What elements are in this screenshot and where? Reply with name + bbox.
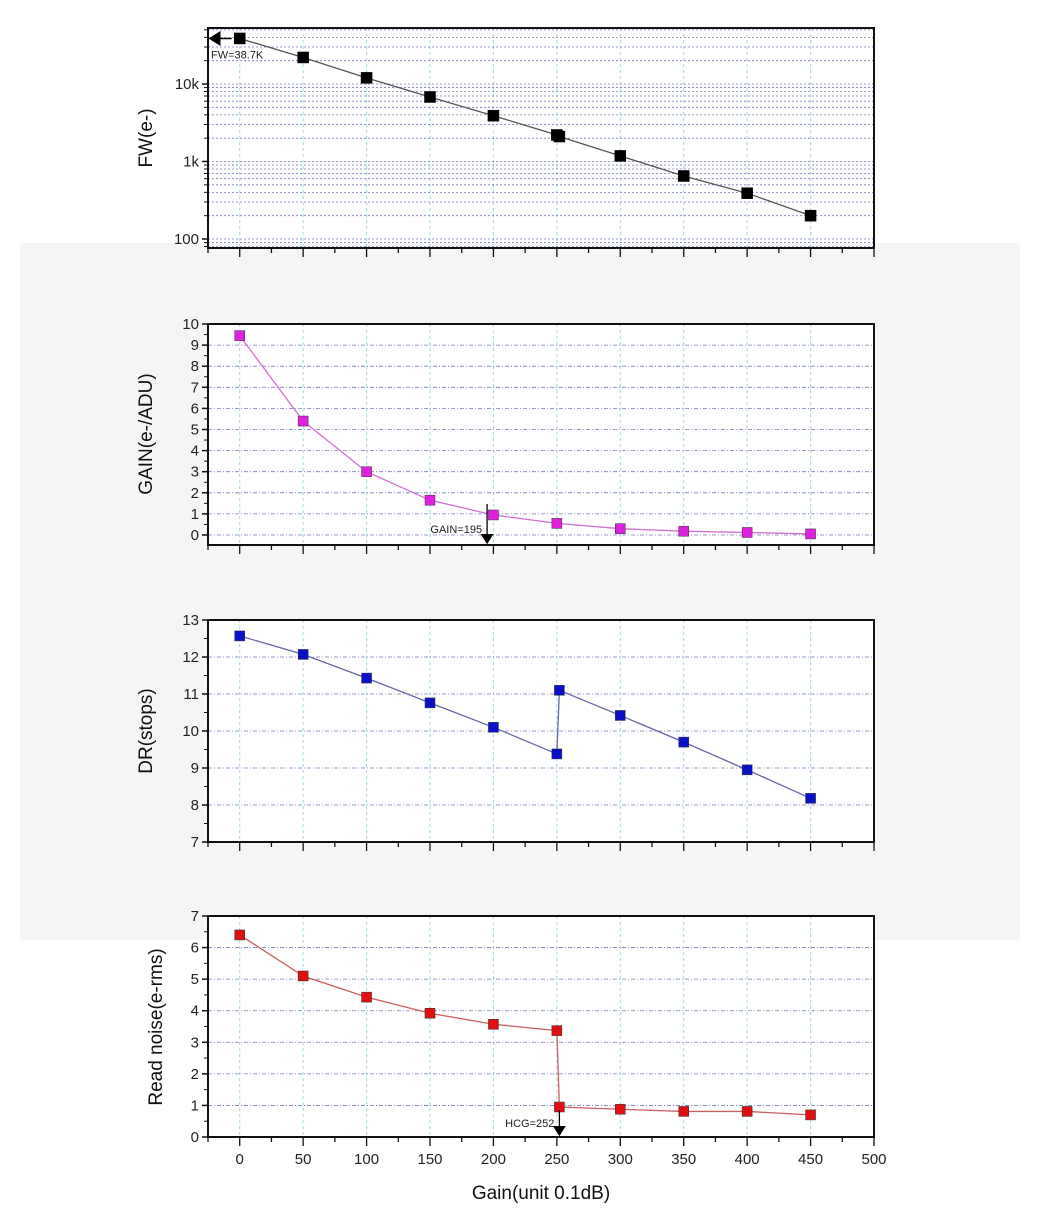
y-tick-label: 5: [191, 422, 199, 439]
x-tick-label: 450: [798, 1151, 823, 1168]
y-tick-label: 9: [191, 760, 199, 777]
data-point: [487, 109, 500, 122]
panel-gain: 0 1 2 3 4 5 6 7 8 9 10 GAIN(e-/ADU) GAIN=195: [136, 316, 875, 554]
y-tick-label: 9: [191, 337, 199, 354]
data-point: [551, 748, 563, 760]
data-point: [488, 509, 499, 521]
x-tick-label: 50: [295, 1151, 312, 1168]
y-tick-label: 1: [191, 1097, 199, 1114]
data-point: [741, 187, 753, 199]
data-point: [551, 1025, 563, 1036]
data-point: [615, 710, 626, 721]
data-point: [741, 527, 753, 538]
data-point: [234, 330, 245, 341]
y-tick-label: 5: [191, 971, 199, 988]
data-point: [234, 929, 245, 941]
y-tick-label: 10k: [175, 76, 200, 93]
x-tick-label: 350: [671, 1151, 696, 1168]
y-tick-label: 12: [182, 649, 199, 666]
data-point: [741, 1106, 753, 1117]
y-tick-label: 11: [183, 686, 199, 703]
x-tick-label: 200: [481, 1151, 506, 1168]
y-axis-title: DR(stops): [136, 688, 157, 774]
plot-area: [208, 324, 874, 545]
data-point: [804, 209, 817, 222]
data-point: [424, 91, 436, 103]
y-tick-label: 4: [191, 1003, 199, 1020]
panel-fw: 100 1k 10k FW(e-) FW=38.7K: [136, 27, 875, 257]
data-point: [678, 736, 689, 748]
annotation-label: HCG=252: [505, 1118, 554, 1130]
y-tick-label: 8: [191, 797, 199, 814]
x-tick-label: 150: [417, 1151, 442, 1168]
y-tick-label: 7: [191, 908, 199, 925]
y-tick-label: 8: [191, 358, 199, 375]
x-axis-title: Gain(unit 0.1dB): [472, 1183, 610, 1204]
plot-area: [208, 916, 874, 1137]
y-tick-label: 6: [191, 940, 199, 957]
data-point: [553, 130, 566, 143]
y-axis-title: Read noise(e-rms): [146, 948, 167, 1105]
x-tick-label: 500: [861, 1151, 886, 1168]
y-tick-label: 2: [191, 1066, 199, 1083]
data-point: [361, 991, 372, 1003]
data-point: [741, 764, 753, 776]
x-tick-label: 0: [236, 1151, 244, 1168]
data-point: [614, 150, 627, 162]
data-point: [554, 685, 565, 696]
series-line-gain: [239, 335, 811, 535]
panel-dr: 7 8 9 10 11 12 13 DR(stops): [136, 612, 875, 851]
data-point: [360, 72, 373, 84]
y-tick-label: 10: [182, 316, 199, 333]
data-point: [551, 518, 563, 529]
y-tick-label: 10: [182, 723, 199, 740]
y-tick-label: 3: [191, 1034, 199, 1051]
data-point: [805, 793, 816, 804]
data-point: [234, 630, 245, 642]
annotation-label: FW=38.7K: [211, 49, 264, 61]
y-tick-label: 4: [191, 443, 199, 460]
data-point: [361, 672, 372, 684]
data-point: [678, 525, 689, 537]
data-point: [297, 970, 309, 982]
y-axis-title: GAIN(e-/ADU): [136, 373, 157, 494]
x-tick-label: 100: [354, 1151, 379, 1168]
y-tick-label: 6: [191, 400, 199, 417]
data-point: [488, 1019, 499, 1030]
y-tick-label: 3: [191, 464, 199, 481]
panel-rn: 0 1 2 3 4 5 6 7 Read noise(e-rms) HCG=252: [146, 908, 875, 1146]
y-tick-label: 13: [182, 612, 199, 629]
data-point: [297, 51, 309, 64]
plot-frame: [207, 323, 875, 546]
y-axis-title: FW(e-): [136, 108, 157, 167]
data-point: [677, 170, 690, 182]
data-point: [488, 722, 499, 733]
y-tick-label: 0: [191, 1129, 199, 1146]
data-point: [615, 1103, 626, 1115]
y-tick-label: 100: [174, 231, 199, 248]
data-point: [361, 466, 372, 477]
y-tick-label: 2: [191, 485, 199, 502]
data-point: [297, 649, 309, 660]
x-tick-label: 400: [735, 1151, 760, 1168]
x-tick-label: 300: [608, 1151, 633, 1168]
data-point: [805, 1109, 816, 1121]
data-point: [297, 415, 309, 427]
data-point: [424, 1007, 436, 1019]
data-point: [805, 528, 816, 540]
y-tick-label: 7: [191, 834, 199, 851]
data-point: [424, 494, 436, 506]
y-tick-label: 0: [191, 527, 199, 544]
y-tick-label: 1: [191, 506, 199, 523]
annotation-label: GAIN=195: [430, 524, 482, 536]
x-tick-label: 250: [544, 1151, 569, 1168]
data-point: [424, 697, 436, 709]
data-point: [233, 32, 246, 45]
y-tick-label: 7: [191, 379, 199, 396]
y-tick-label: 1k: [183, 154, 199, 171]
data-point: [678, 1106, 689, 1117]
data-point: [615, 523, 626, 534]
